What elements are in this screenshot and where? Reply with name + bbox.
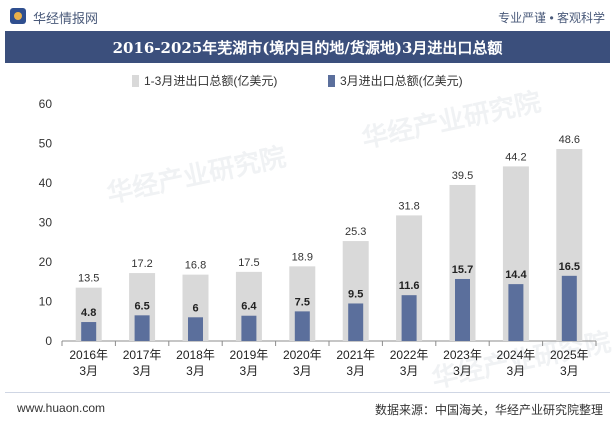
x-tick-label: 3月 [79,364,98,378]
x-tick-label: 3月 [507,364,526,378]
data-label-total: 13.5 [78,273,99,285]
bar-month [401,295,417,341]
x-tick-label: 3月 [240,364,259,378]
data-label-month: 14.4 [505,269,527,281]
x-tick-label: 3月 [293,364,312,378]
data-label-month: 4.8 [81,307,96,319]
x-tick-label: 2017年 [123,348,162,362]
legend-label-2: 3月进出口总额(亿美元) [340,73,463,88]
y-tick-label: 30 [39,216,53,230]
data-label-total: 31.8 [398,200,419,212]
y-tick-label: 40 [39,176,53,190]
bar-month [188,317,203,341]
data-label-total: 25.3 [345,226,366,238]
bar-month [134,315,150,341]
data-label-total: 17.5 [238,257,259,269]
legend-swatch-2 [328,75,335,87]
x-tick-label: 2016年 [69,348,108,362]
bar-month [81,322,97,341]
x-tick-label: 3月 [560,364,579,378]
x-tick-label: 2025年 [550,348,589,362]
data-label-month: 9.5 [348,288,363,300]
y-tick-label: 20 [39,255,53,269]
logo-icon [10,8,26,24]
x-tick-label: 3月 [346,364,365,378]
x-tick-label: 2019年 [230,348,269,362]
data-label-month: 16.5 [559,261,580,273]
legend-swatch-1 [132,75,139,87]
data-label-total: 48.6 [559,134,580,146]
bar-month [241,315,257,341]
x-tick-label: 3月 [186,364,205,378]
y-tick-label: 10 [39,295,53,309]
bar-month [294,311,310,341]
x-tick-label: 3月 [453,364,472,378]
site-name: 华经情报网 [33,11,99,26]
slogan: 专业严谨 • 客观科学 [498,11,605,25]
footer-website: www.huaon.com [17,401,106,415]
chart-title: 2016-2025年芜湖市(境内目的地/货源地)3月进出口总额 [112,38,503,57]
x-tick-label: 2018年 [176,348,215,362]
x-tick-label: 2024年 [497,348,536,362]
data-label-month: 6.4 [241,301,257,313]
data-label-total: 44.2 [505,151,526,163]
x-tick-label: 2020年 [283,348,322,362]
y-tick-label: 60 [39,97,53,111]
legend-label-1: 1-3月进出口总额(亿美元) [144,73,277,88]
data-label-month: 6.5 [134,300,149,312]
data-label-total: 18.9 [292,251,313,263]
footer-source: 数据来源：中国海关，华经产业研究院整理 [374,403,603,417]
data-label-month: 7.5 [295,296,310,308]
x-tick-label: 3月 [400,364,419,378]
bar-chart: 1-3月进出口总额(亿美元) 3月进出口总额(亿美元) 0 10 20 30 40 50 60 1… [39,73,597,378]
chart-title-band: 2016-2025年芜湖市(境内目的地/货源地)3月进出口总额 [5,31,610,63]
footer-divider [5,392,610,393]
data-label-total: 39.5 [452,170,473,182]
y-tick-label: 50 [39,137,53,151]
data-label-month: 15.7 [452,264,473,276]
bar-month [455,278,470,341]
y-tick-label: 0 [45,334,52,348]
x-tick-label: 2022年 [390,348,429,362]
x-tick-label: 3月 [133,364,152,378]
x-tick-label: 2021年 [336,348,375,362]
data-label-month: 6 [192,302,198,314]
data-label-month: 11.6 [399,280,420,292]
x-tick-label: 2023年 [443,348,482,362]
bar-month [348,303,364,341]
chart-area: 1-3月进出口总额(亿美元) 3月进出口总额(亿美元) 0 10 20 30 40 50 60 1… [0,64,615,384]
bar-month [508,284,524,341]
bar-month [561,275,577,341]
top-bar: 华经情报网 专业严谨 • 客观科学 [0,0,615,32]
data-label-total: 16.8 [185,260,206,272]
data-label-total: 17.2 [131,258,152,270]
